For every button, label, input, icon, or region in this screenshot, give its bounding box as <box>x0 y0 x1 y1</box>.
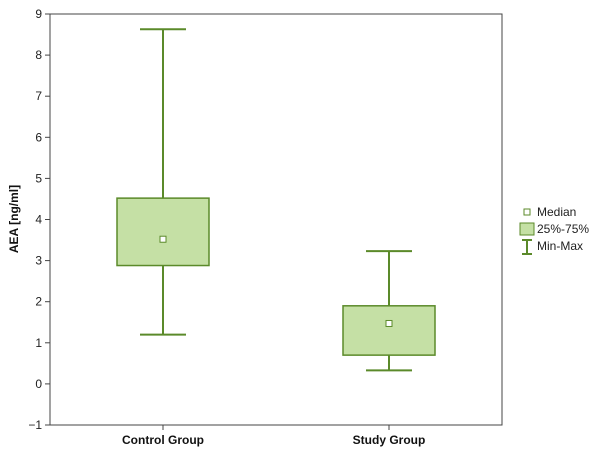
box-series <box>116 28 436 372</box>
x-category-label: Study Group <box>353 433 426 447</box>
y-tick-label: 2 <box>35 295 42 309</box>
median-marker <box>385 319 393 327</box>
y-tick-label: 3 <box>35 254 42 268</box>
legend-item: 25%-75% <box>519 222 589 236</box>
box-group <box>342 250 436 372</box>
legend-box-swatch <box>519 222 535 236</box>
x-category-label: Control Group <box>122 433 204 447</box>
box-group <box>116 28 210 336</box>
y-axis: −1 0 1 2 3 4 5 6 7 8 9 <box>28 7 50 432</box>
y-tick-label: 1 <box>35 336 42 350</box>
y-tick-label: −1 <box>28 418 42 432</box>
y-tick-label: 7 <box>35 89 42 103</box>
y-tick-label: 4 <box>35 213 42 227</box>
y-axis-title: AEA [ng/ml] <box>7 185 21 253</box>
y-tick-label: 6 <box>35 130 42 144</box>
x-axis: Control Group Study Group <box>122 425 425 447</box>
legend-label: Min-Max <box>537 239 583 253</box>
legend-median-swatch <box>523 208 531 216</box>
legend-item: Min-Max <box>522 239 583 255</box>
legend-label: 25%-75% <box>537 222 589 236</box>
y-tick-label: 0 <box>35 377 42 391</box>
iqr-box <box>342 305 436 356</box>
legend-item: Median <box>523 205 576 219</box>
iqr-box <box>116 197 210 267</box>
y-tick-label: 9 <box>35 7 42 21</box>
y-tick-label: 5 <box>35 171 42 185</box>
legend: Median 25%-75% Min-Max <box>519 205 589 255</box>
median-marker <box>159 235 167 243</box>
y-tick-label: 8 <box>35 48 42 62</box>
legend-label: Median <box>537 205 576 219</box>
